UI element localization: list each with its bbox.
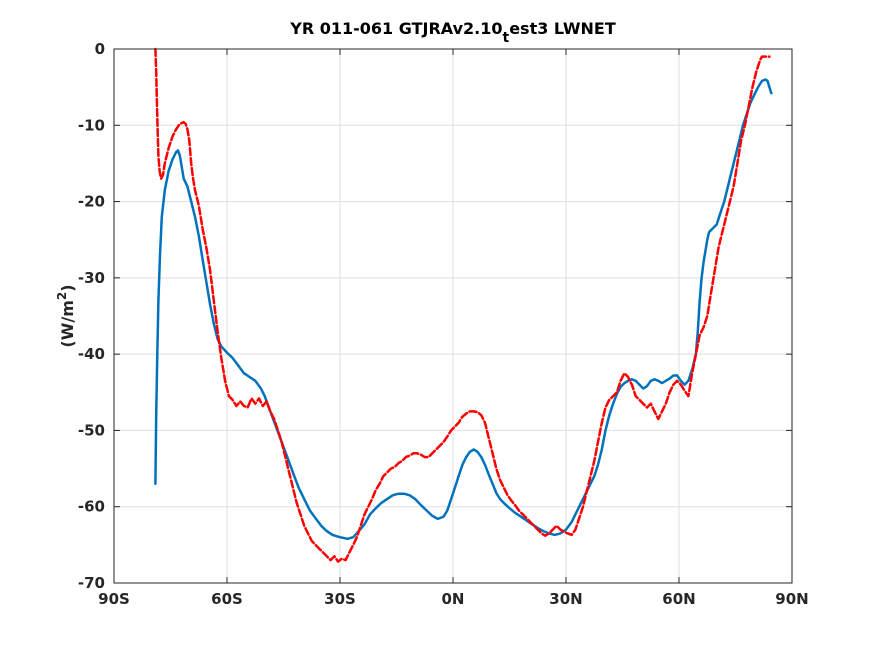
y-tick-label: 0 bbox=[95, 40, 105, 58]
x-tick-label: 0N bbox=[442, 590, 465, 608]
y-tick-label: -70 bbox=[78, 574, 105, 592]
x-tick-label: 90S bbox=[98, 590, 130, 608]
y-tick-label: -60 bbox=[78, 498, 105, 516]
y-axis-label: (W/m2) bbox=[55, 284, 77, 347]
y-tick-labels: 0 -10 -20 -30 -40 -50 -60 -70 bbox=[78, 40, 105, 592]
x-tick-labels: 90S 60S 30S 0N 30N 60N 90N bbox=[98, 590, 809, 608]
chart-title: YR 011-061 GTJRAv2.10test3 LWNET bbox=[289, 19, 616, 46]
x-tick-label: 30N bbox=[549, 590, 582, 608]
x-tick-label: 30S bbox=[324, 590, 356, 608]
tick-marks bbox=[113, 48, 793, 584]
chart-title-main: YR 011-061 GTJRAv2.10 bbox=[289, 19, 502, 38]
x-tick-label: 60N bbox=[662, 590, 695, 608]
y-tick-label: -20 bbox=[78, 193, 105, 211]
y-tick-label: -30 bbox=[78, 269, 105, 287]
x-tick-label: 60S bbox=[211, 590, 243, 608]
y-tick-label: -10 bbox=[78, 116, 105, 134]
y-axis-label-main: (W/m bbox=[58, 300, 77, 347]
chart-title-tail: est3 LWNET bbox=[509, 19, 616, 38]
y-tick-label: -40 bbox=[78, 345, 105, 363]
y-tick-label: -50 bbox=[78, 421, 105, 439]
chart-title-subscript: t bbox=[502, 30, 509, 46]
x-tick-label: 90N bbox=[775, 590, 808, 608]
y-axis-label-close: ) bbox=[58, 284, 77, 291]
y-axis-label-superscript: 2 bbox=[55, 292, 69, 300]
blue-solid-series-line bbox=[154, 78, 773, 541]
red-dashed-series-line bbox=[154, 47, 771, 563]
series-layer bbox=[154, 47, 773, 563]
